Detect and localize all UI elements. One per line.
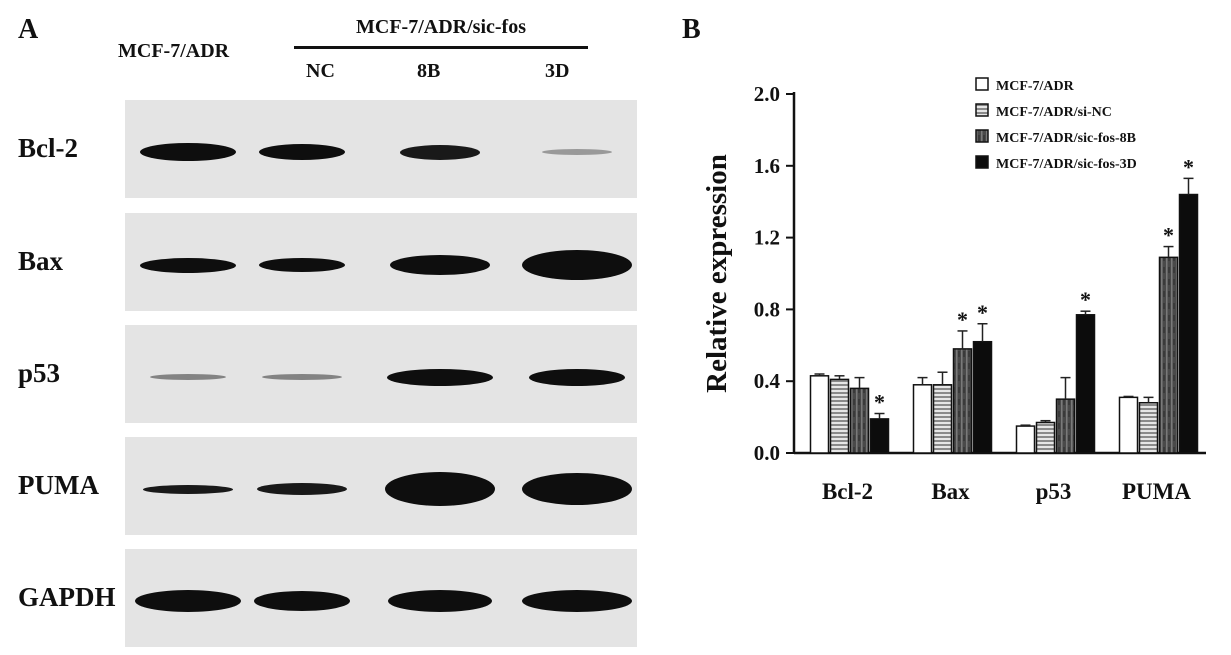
significance-star: * [1183, 154, 1194, 179]
y-tick-label: 1.6 [754, 154, 780, 178]
x-tick-label: PUMA [1122, 479, 1191, 504]
blot-band [400, 144, 480, 160]
blot-band [259, 258, 345, 272]
blot-band [522, 473, 632, 505]
blot-band [150, 374, 226, 380]
bar [912, 384, 933, 454]
lane-label-3d: 3D [545, 60, 570, 82]
blot-band [140, 257, 236, 273]
panel-a-label: A [18, 14, 39, 45]
blot-band [522, 250, 632, 280]
legend-label: MCF-7/ADR/sic-fos-3D [996, 157, 1137, 172]
legend-swatch [975, 129, 989, 143]
blot-band [529, 368, 625, 386]
blot-band [385, 472, 495, 506]
significance-star: * [1080, 287, 1091, 312]
blot-band [522, 590, 632, 612]
legend-label: MCF-7/ADR [996, 79, 1075, 94]
blot-strip [125, 213, 637, 311]
blot-band [390, 255, 490, 275]
lane-label-nc: NC [306, 60, 335, 82]
x-tick-label: p53 [1036, 479, 1072, 504]
y-tick-label: 2.0 [754, 82, 780, 106]
blot-row-label: GAPDH [18, 582, 116, 612]
blot-band [254, 591, 350, 611]
y-tick-label: 0.8 [754, 297, 780, 321]
bar [1178, 193, 1199, 454]
y-axis-label: Relative expression [701, 154, 733, 393]
blot-band [387, 368, 493, 386]
bar [829, 378, 850, 454]
bar [1075, 314, 1096, 454]
blot-band [262, 374, 342, 380]
x-tick-label: Bcl-2 [822, 479, 873, 504]
lane-label-mcf7adr: MCF-7/ADR [118, 40, 230, 62]
blot-strip [125, 325, 637, 423]
legend-label: MCF-7/ADR/si-NC [996, 105, 1112, 120]
legend-swatch [975, 77, 989, 91]
blot-strip [125, 437, 637, 535]
blot-band [143, 484, 233, 494]
blot-strip [125, 549, 637, 647]
significance-star: * [874, 390, 885, 415]
blot-row-label: p53 [18, 358, 61, 388]
legend-label: MCF-7/ADR/sic-fos-8B [996, 131, 1136, 146]
bar [932, 384, 953, 454]
blot-band [257, 483, 347, 495]
blot-band [140, 143, 236, 161]
bar [952, 348, 973, 454]
legend-swatch [975, 103, 989, 117]
blot-band [259, 144, 345, 160]
blot-row-label: Bcl-2 [18, 133, 78, 163]
significance-star: * [977, 300, 988, 325]
blot-group-underline [294, 46, 588, 49]
blot-row-label: PUMA [18, 470, 99, 500]
x-tick-label: Bax [931, 479, 970, 504]
blot-band [388, 590, 492, 612]
blot-band [542, 149, 612, 155]
significance-star: * [957, 307, 968, 332]
y-tick-label: 0.0 [754, 441, 780, 465]
y-tick-label: 1.2 [754, 226, 780, 250]
bar [1035, 421, 1056, 454]
bar [972, 340, 993, 454]
blot-band [135, 590, 241, 612]
lane-label-8b: 8B [417, 60, 441, 82]
blot-strip [125, 100, 637, 198]
bar-chart: 0.0 0.4 0.8 1.2 1.6 2.0 Relative expression * B… [701, 77, 1206, 504]
bar [809, 375, 830, 454]
bar [1015, 425, 1036, 454]
bar [1138, 401, 1159, 454]
bar [1118, 396, 1139, 454]
bar [849, 387, 870, 454]
blot-group-label: MCF-7/ADR/sic-fos [356, 16, 526, 38]
legend-swatch [975, 155, 989, 169]
bar [1055, 398, 1076, 454]
y-tick-label: 0.4 [754, 369, 781, 393]
significance-star: * [1163, 223, 1174, 248]
panel-b-label: B [682, 14, 701, 45]
bar [1158, 256, 1179, 454]
blot-row-label: Bax [18, 246, 64, 276]
bar [869, 418, 890, 454]
